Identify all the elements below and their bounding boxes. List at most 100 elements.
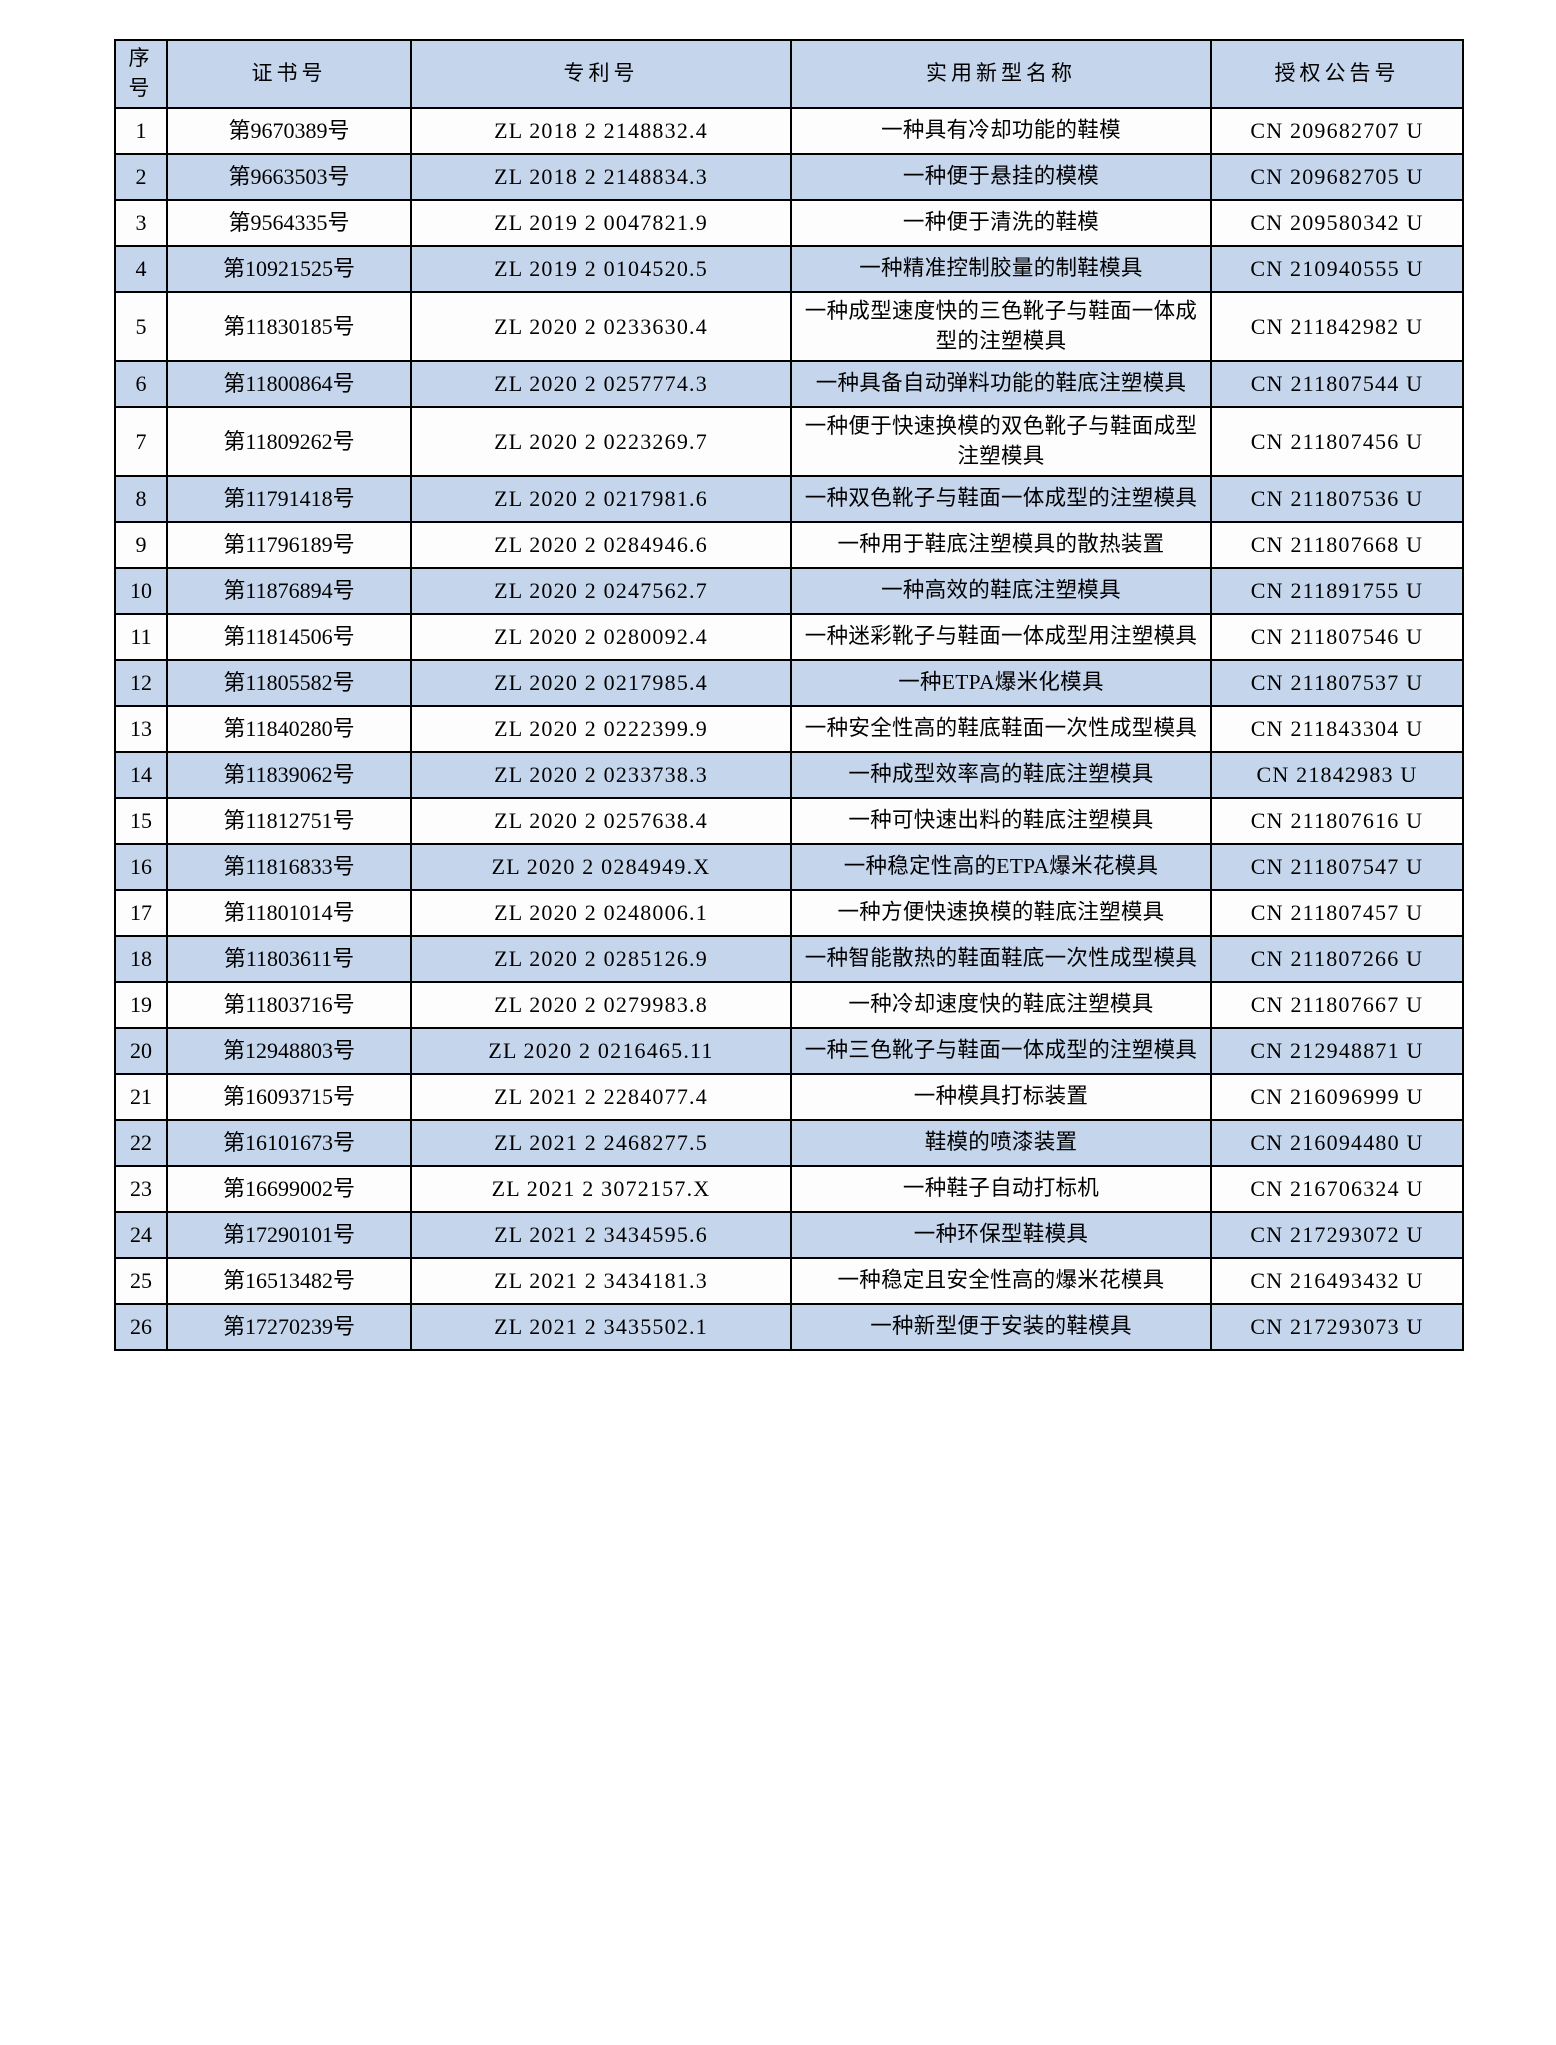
cell-publication-number: CN 216096999 U [1210,1072,1464,1121]
cell-patent-number: ZL 2020 2 0284946.6 [410,520,792,569]
table-row: 25 第16513482号 ZL 2021 2 3434181.3 一种稳定且安全性高… [114,1256,1464,1305]
cell-patent-number: ZL 2021 2 3435502.1 [410,1302,792,1351]
cell-certificate-number: 第11876894号 [166,566,412,615]
cell-utility-model-name: 一种鞋子自动打标机 [790,1164,1212,1213]
cell-utility-model-name: 一种新型便于安装的鞋模具 [790,1302,1212,1351]
cell-publication-number: CN 211807537 U [1210,658,1464,707]
cell-patent-number: ZL 2020 2 0247562.7 [410,566,792,615]
cell-sequence-number: 20 [114,1026,168,1075]
table-row: 7 第11809262号 ZL 2020 2 0223269.7 一种便于快速换模的双… [114,405,1464,477]
column-header-seq: 序号 [114,39,168,109]
cell-patent-number: ZL 2020 2 0222399.9 [410,704,792,753]
table-row: 24 第17290101号 ZL 2021 2 3434595.6 一种环保型鞋模具 C… [114,1210,1464,1259]
table-header-row: 序号 证书号 专利号 实用新型名称 授权公告号 [114,39,1464,109]
cell-patent-number: ZL 2020 2 0279983.8 [410,980,792,1029]
cell-utility-model-name: 一种具有冷却功能的鞋模 [790,106,1212,155]
table-header: 序号 证书号 专利号 实用新型名称 授权公告号 [114,39,1464,109]
cell-certificate-number: 第11840280号 [166,704,412,753]
table-row: 3 第9564335号 ZL 2019 2 0047821.9 一种便于清洗的鞋模 CN… [114,198,1464,247]
column-header-cert: 证书号 [166,39,412,109]
cell-utility-model-name: 一种可快速出料的鞋底注塑模具 [790,796,1212,845]
cell-utility-model-name: 一种方便快速换模的鞋底注塑模具 [790,888,1212,937]
cell-publication-number: CN 217293072 U [1210,1210,1464,1259]
cell-patent-number: ZL 2020 2 0233630.4 [410,290,792,362]
cell-certificate-number: 第11803716号 [166,980,412,1029]
cell-certificate-number: 第9670389号 [166,106,412,155]
cell-utility-model-name: 一种便于清洗的鞋模 [790,198,1212,247]
cell-publication-number: CN 211807547 U [1210,842,1464,891]
table-row: 6 第11800864号 ZL 2020 2 0257774.3 一种具备自动弹料功能… [114,359,1464,408]
cell-certificate-number: 第9564335号 [166,198,412,247]
cell-publication-number: CN 211807616 U [1210,796,1464,845]
cell-certificate-number: 第11801014号 [166,888,412,937]
cell-utility-model-name: 一种用于鞋底注塑模具的散热装置 [790,520,1212,569]
cell-utility-model-name: 一种迷彩靴子与鞋面一体成型用注塑模具 [790,612,1212,661]
cell-patent-number: ZL 2020 2 0248006.1 [410,888,792,937]
cell-publication-number: CN 212948871 U [1210,1026,1464,1075]
cell-patent-number: ZL 2020 2 0233738.3 [410,750,792,799]
table-row: 15 第11812751号 ZL 2020 2 0257638.4 一种可快速出料的鞋… [114,796,1464,845]
table-row: 12 第11805582号 ZL 2020 2 0217985.4 一种ETPA爆米化… [114,658,1464,707]
cell-certificate-number: 第11809262号 [166,405,412,477]
cell-patent-number: ZL 2021 2 3072157.X [410,1164,792,1213]
cell-sequence-number: 7 [114,405,168,477]
table-row: 21 第16093715号 ZL 2021 2 2284077.4 一种模具打标装置 C… [114,1072,1464,1121]
cell-utility-model-name: 一种精准控制胶量的制鞋模具 [790,244,1212,293]
cell-sequence-number: 15 [114,796,168,845]
cell-publication-number: CN 211807667 U [1210,980,1464,1029]
cell-sequence-number: 11 [114,612,168,661]
table-row: 4 第10921525号 ZL 2019 2 0104520.5 一种精准控制胶量的制… [114,244,1464,293]
cell-utility-model-name: 一种稳定性高的ETPA爆米花模具 [790,842,1212,891]
cell-publication-number: CN 209682707 U [1210,106,1464,155]
cell-certificate-number: 第16699002号 [166,1164,412,1213]
cell-sequence-number: 26 [114,1302,168,1351]
cell-utility-model-name: 鞋模的喷漆装置 [790,1118,1212,1167]
patent-certificate-table: 序号 证书号 专利号 实用新型名称 授权公告号 1 第9670389号 ZL 201… [114,39,1464,1351]
cell-utility-model-name: 一种三色靴子与鞋面一体成型的注塑模具 [790,1026,1212,1075]
cell-certificate-number: 第11803611号 [166,934,412,983]
cell-utility-model-name: 一种成型速度快的三色靴子与鞋面一体成型的注塑模具 [790,290,1212,362]
table-row: 26 第17270239号 ZL 2021 2 3435502.1 一种新型便于安装的… [114,1302,1464,1351]
cell-publication-number: CN 216094480 U [1210,1118,1464,1167]
cell-patent-number: ZL 2020 2 0217985.4 [410,658,792,707]
cell-certificate-number: 第16513482号 [166,1256,412,1305]
cell-utility-model-name: 一种成型效率高的鞋底注塑模具 [790,750,1212,799]
cell-sequence-number: 13 [114,704,168,753]
cell-utility-model-name: 一种具备自动弹料功能的鞋底注塑模具 [790,359,1212,408]
cell-publication-number: CN 216706324 U [1210,1164,1464,1213]
cell-certificate-number: 第11812751号 [166,796,412,845]
cell-certificate-number: 第11839062号 [166,750,412,799]
cell-publication-number: CN 211807546 U [1210,612,1464,661]
column-header-name: 实用新型名称 [790,39,1212,109]
cell-patent-number: ZL 2021 2 2284077.4 [410,1072,792,1121]
cell-publication-number: CN 209682705 U [1210,152,1464,201]
cell-sequence-number: 16 [114,842,168,891]
cell-sequence-number: 21 [114,1072,168,1121]
cell-utility-model-name: 一种ETPA爆米化模具 [790,658,1212,707]
table-row: 11 第11814506号 ZL 2020 2 0280092.4 一种迷彩靴子与鞋面… [114,612,1464,661]
cell-patent-number: ZL 2020 2 0216465.11 [410,1026,792,1075]
cell-patent-number: ZL 2018 2 2148832.4 [410,106,792,155]
cell-patent-number: ZL 2020 2 0257774.3 [410,359,792,408]
cell-sequence-number: 17 [114,888,168,937]
table-body: 1 第9670389号 ZL 2018 2 2148832.4 一种具有冷却功能的鞋模… [114,106,1464,1351]
cell-certificate-number: 第17270239号 [166,1302,412,1351]
cell-patent-number: ZL 2020 2 0257638.4 [410,796,792,845]
cell-sequence-number: 2 [114,152,168,201]
cell-publication-number: CN 211807544 U [1210,359,1464,408]
cell-certificate-number: 第9663503号 [166,152,412,201]
table-row: 23 第16699002号 ZL 2021 2 3072157.X 一种鞋子自动打标机… [114,1164,1464,1213]
cell-publication-number: CN 21842983 U [1210,750,1464,799]
cell-publication-number: CN 211891755 U [1210,566,1464,615]
cell-patent-number: ZL 2021 2 3434595.6 [410,1210,792,1259]
table-row: 22 第16101673号 ZL 2021 2 2468277.5 鞋模的喷漆装置 CN… [114,1118,1464,1167]
cell-publication-number: CN 211842982 U [1210,290,1464,362]
cell-sequence-number: 4 [114,244,168,293]
cell-patent-number: ZL 2021 2 2468277.5 [410,1118,792,1167]
cell-sequence-number: 3 [114,198,168,247]
cell-sequence-number: 10 [114,566,168,615]
cell-utility-model-name: 一种智能散热的鞋面鞋底一次性成型模具 [790,934,1212,983]
cell-sequence-number: 25 [114,1256,168,1305]
cell-utility-model-name: 一种高效的鞋底注塑模具 [790,566,1212,615]
cell-patent-number: ZL 2020 2 0223269.7 [410,405,792,477]
